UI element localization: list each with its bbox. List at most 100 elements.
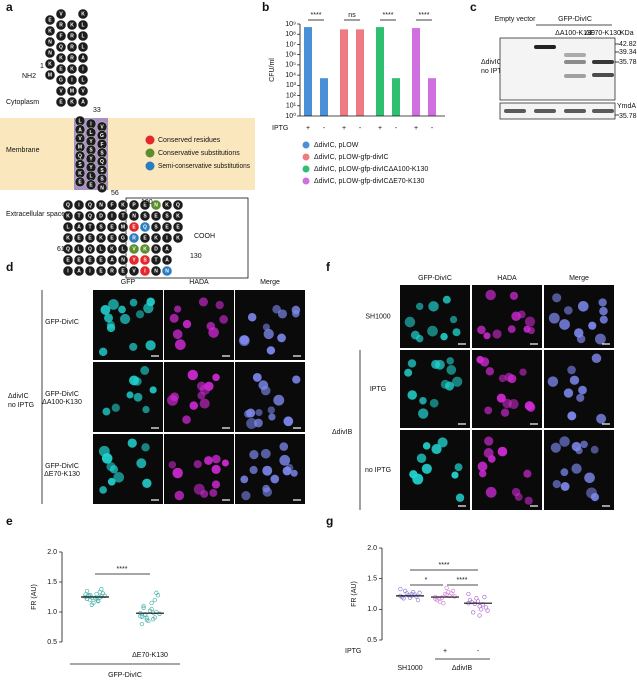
cell [404, 368, 413, 377]
residue [172, 210, 184, 222]
residue [44, 36, 56, 48]
residue-letter: E [77, 236, 81, 242]
legend-label: ΔdivIC, pLOW-gfp-divICΔA100-K130 [314, 166, 428, 173]
residue-letter: A [81, 100, 85, 106]
residue-letter: N [154, 269, 158, 275]
residue-letter: D [99, 214, 103, 220]
cell [547, 376, 559, 387]
significance: **** [457, 577, 468, 584]
cell [596, 413, 607, 424]
residue [44, 47, 56, 59]
cell [140, 366, 150, 375]
residue-letter: N [48, 40, 52, 46]
y-tick-label: 1.5 [47, 579, 57, 586]
residue-letter: V [81, 89, 85, 95]
residue [77, 41, 89, 53]
cell [193, 483, 205, 495]
legend-swatch [302, 141, 310, 149]
cell [412, 473, 424, 485]
residue-letter: S [89, 148, 93, 154]
y-tick-label: 1.0 [47, 609, 57, 616]
residue-letter: F [100, 142, 103, 148]
cell [252, 373, 262, 382]
cell [136, 458, 147, 469]
legend-swatch [145, 135, 155, 145]
residue-letter: E [59, 67, 63, 73]
lane-label: Empty vector [495, 16, 537, 23]
data-point [444, 585, 449, 591]
cell [246, 408, 256, 418]
residue-letter: S [143, 258, 147, 264]
cell [142, 478, 152, 488]
cell [260, 448, 271, 459]
residue-letter: M [48, 73, 52, 79]
data-point [479, 607, 484, 612]
bar [320, 78, 328, 116]
column-label: GFP [121, 279, 136, 286]
y-tick-label: 1.5 [367, 576, 377, 583]
micrograph [400, 285, 470, 348]
cell [268, 413, 276, 421]
cell [174, 339, 186, 350]
cell [209, 488, 218, 497]
residue [73, 265, 85, 277]
residue-letter: I [78, 203, 80, 209]
cell [590, 445, 599, 454]
data-point [450, 588, 456, 594]
cell [98, 347, 108, 357]
residue [128, 199, 140, 211]
significance: **** [419, 12, 430, 19]
residue [161, 210, 173, 222]
residue-letter: V [100, 124, 104, 130]
residue-letter: E [78, 180, 82, 186]
band [564, 60, 586, 64]
residue [84, 199, 96, 211]
panel-letter: c [470, 0, 477, 14]
data-point [144, 617, 149, 622]
residue [55, 74, 67, 86]
residue [139, 254, 151, 266]
cell [500, 408, 510, 417]
cell [591, 353, 602, 364]
cell [262, 465, 273, 476]
residue [117, 243, 129, 255]
residue [150, 232, 162, 244]
residue [95, 221, 107, 233]
cell [199, 398, 210, 409]
residue-letter: L [89, 130, 92, 136]
cell [446, 365, 457, 375]
residue-letter: I [89, 269, 91, 275]
cell [488, 455, 496, 463]
cell [167, 394, 178, 406]
data-point [401, 596, 406, 601]
residue [106, 254, 118, 266]
band [534, 45, 556, 49]
bar [428, 78, 436, 116]
region-label: Extracellular space [6, 211, 65, 218]
position-label: 100 [141, 199, 153, 206]
region-label: Cytoplasm [6, 99, 39, 106]
residue [66, 63, 78, 75]
cell [102, 407, 111, 416]
cell [571, 441, 582, 452]
cell [129, 342, 138, 351]
residue-letter: A [81, 56, 85, 62]
cell [485, 367, 495, 376]
residue [85, 179, 97, 191]
y-tick-label: 0.5 [47, 639, 57, 646]
residue-letter: A [77, 225, 81, 231]
residue [66, 30, 78, 42]
row-label: SH1000 [365, 313, 390, 320]
band [564, 109, 586, 113]
residue-letter: E [132, 225, 136, 231]
band [534, 109, 556, 113]
residue-letter: E [165, 225, 169, 231]
cell [107, 477, 116, 486]
band [564, 74, 586, 78]
residue-letter: S [100, 168, 104, 174]
cell [273, 394, 285, 406]
cell [199, 384, 211, 395]
legend-swatch [302, 153, 310, 161]
micrograph [472, 285, 542, 348]
residue [139, 243, 151, 255]
